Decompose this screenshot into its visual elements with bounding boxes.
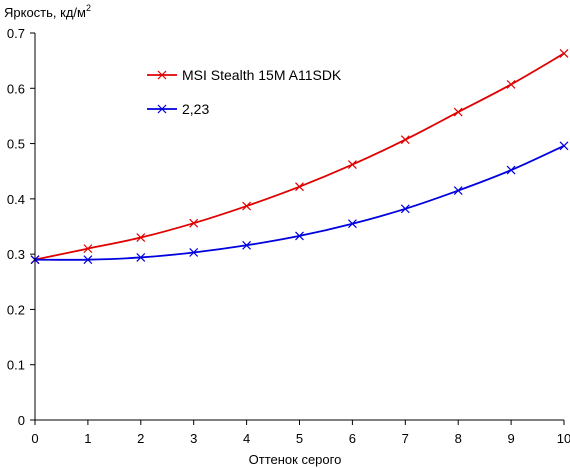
- series-1-point: [295, 231, 304, 241]
- series-0-point: [506, 79, 516, 89]
- x-tick-label: 5: [296, 431, 303, 446]
- series-1-point: [242, 240, 252, 250]
- x-tick-label: 1: [84, 431, 91, 446]
- y-tick-label: 0.2: [7, 302, 25, 317]
- series-1-point: [136, 253, 146, 262]
- x-tick-label: 6: [349, 431, 356, 446]
- series-1-point: [453, 186, 463, 195]
- y-tick-label: 0: [18, 413, 25, 428]
- x-tick-label: 8: [455, 431, 462, 446]
- x-tick-label: 10: [557, 431, 570, 446]
- y-axis-label-superscript: 2: [86, 3, 91, 13]
- legend: MSI Stealth 15M A11SDK 2,23: [147, 67, 342, 117]
- y-tick-label: 0.1: [7, 358, 25, 373]
- x-tick-label: 0: [31, 431, 38, 446]
- series-0-point: [189, 218, 199, 228]
- series-1-point: [189, 248, 199, 257]
- series-1-point: [506, 165, 516, 175]
- series-1-point: [83, 255, 93, 265]
- series-line-0: [34, 52, 565, 261]
- y-axis-label: Яркость, кд/м: [4, 5, 86, 20]
- x-tick-label: 3: [190, 431, 197, 446]
- legend-label-1: 2,23: [182, 101, 209, 117]
- legend-marker-0: [157, 70, 167, 80]
- y-tick-label: 0.5: [7, 137, 25, 152]
- x-axis-label: Оттенок серого: [249, 452, 342, 467]
- series-layer: [30, 49, 569, 265]
- y-tick-label: 0.6: [7, 81, 25, 96]
- series-0-point: [242, 201, 252, 211]
- series-0-point: [453, 107, 463, 117]
- x-tick-label: 7: [402, 431, 409, 446]
- series-0-point: [295, 182, 304, 192]
- x-tick-label: 2: [137, 431, 144, 446]
- legend-label-0: MSI Stealth 15M A11SDK: [182, 67, 342, 83]
- x-tick-label: 9: [507, 431, 514, 446]
- x-tick-label: 4: [243, 431, 250, 446]
- y-tick-label: 0.7: [7, 26, 25, 41]
- series-0-point: [559, 49, 569, 58]
- series-0-point: [136, 233, 146, 242]
- series-1-point: [347, 219, 357, 229]
- x-ticks: 0 1 2 3 4 5 6 7 8 9 10: [31, 420, 570, 446]
- series-1-point: [559, 141, 569, 151]
- y-tick-label: 0.4: [7, 192, 25, 207]
- series-0-point: [83, 244, 93, 254]
- legend-marker-1: [157, 104, 167, 114]
- y-tick-label: 0.3: [7, 247, 25, 262]
- series-0-point: [347, 160, 357, 170]
- series-1-point: [400, 204, 410, 214]
- svg-text:Яркость, кд/м2: Яркость, кд/м2: [4, 3, 91, 20]
- y-axis-title: Яркость, кд/м2: [4, 3, 91, 20]
- series-0-point: [400, 135, 410, 145]
- y-ticks: 0 0.1 0.2 0.3 0.4 0.5 0.6 0.7: [7, 26, 35, 428]
